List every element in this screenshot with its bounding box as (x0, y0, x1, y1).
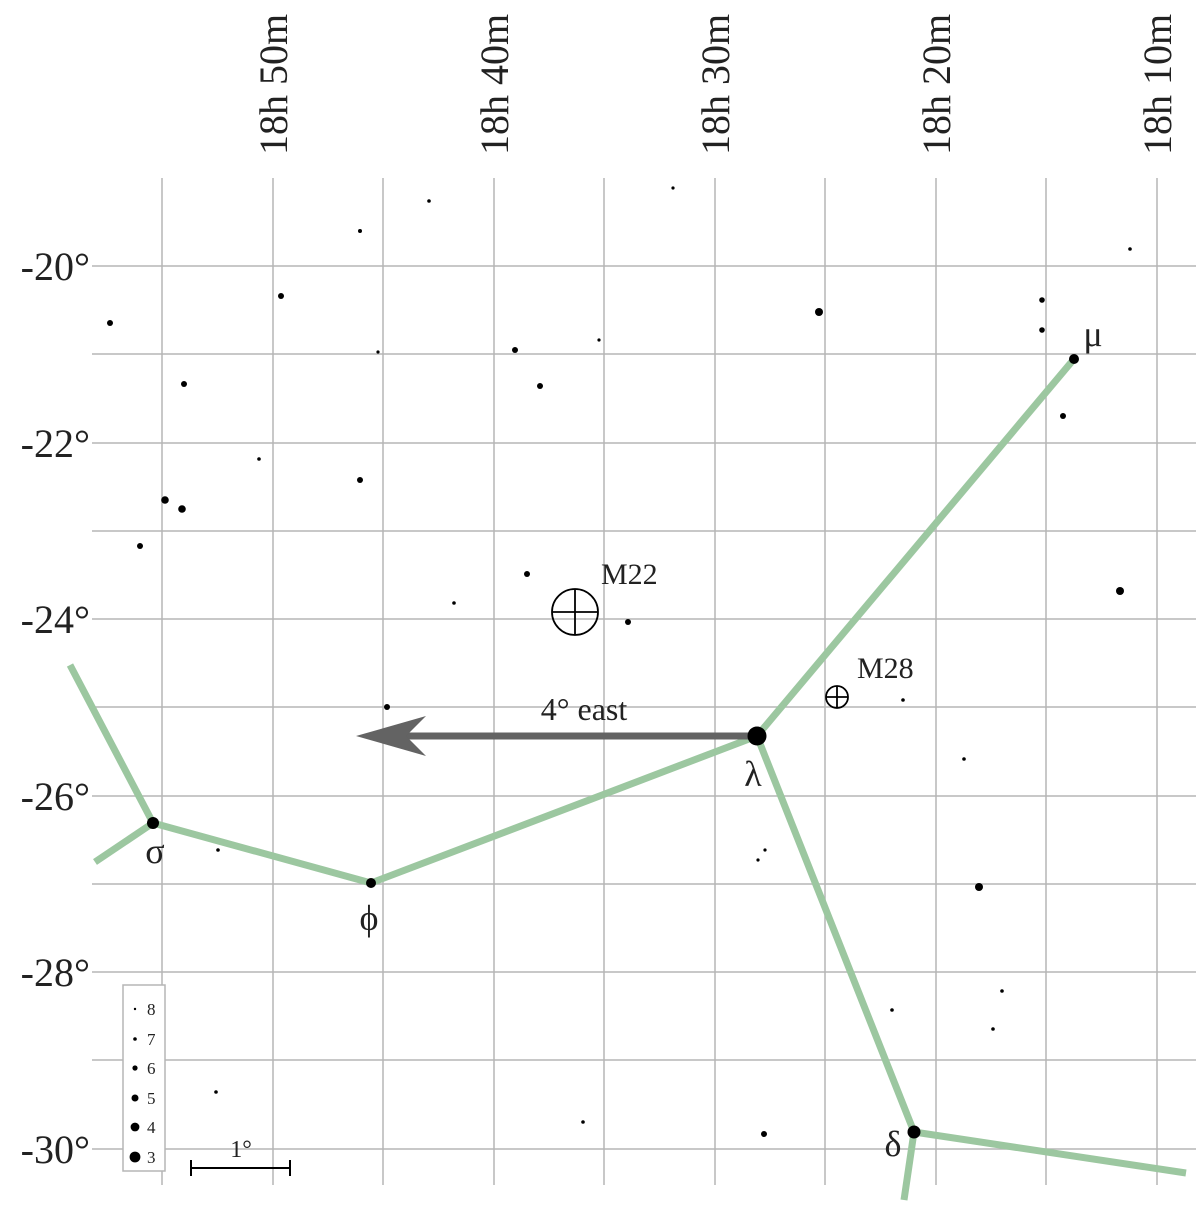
dec-label-minus24: -24° (21, 597, 90, 642)
ra-axis-labels: 18h 50m 18h 40m 18h 30m 18h 20m 18h 10m (251, 14, 1180, 155)
dec-label-minus20: -20° (21, 244, 90, 289)
star-lambda (747, 726, 767, 746)
constellation-line-delta-south (900, 1131, 918, 1201)
star (524, 571, 530, 577)
star (1060, 413, 1066, 419)
star (962, 757, 966, 761)
star (257, 457, 261, 461)
dec-label-minus28: -28° (21, 950, 90, 995)
star (625, 619, 631, 625)
star (991, 1027, 995, 1031)
constellation-line-phi-lambda (369, 732, 759, 887)
dec-label-minus22: -22° (21, 421, 90, 466)
arrow-head (356, 716, 426, 756)
star-sigma (147, 817, 159, 829)
star (358, 229, 362, 233)
constellation-line-lambda-mu (754, 356, 1077, 739)
scale-bar: 1° (190, 1137, 291, 1176)
star-delta (907, 1125, 921, 1139)
hop-arrow: 4° east (356, 691, 752, 756)
legend-box (122, 984, 166, 1172)
star (537, 383, 543, 389)
star (161, 496, 169, 504)
legend-dot-mag4 (130, 1122, 140, 1132)
deep-sky-objects: M22 M28 (551, 558, 914, 709)
object-label-m28: M28 (857, 652, 914, 685)
legend-label-mag8: 8 (147, 1000, 156, 1019)
star (1116, 587, 1124, 595)
star (597, 338, 601, 342)
constellation-line-sigma-west (93, 820, 155, 865)
constellation-line-delta-west (913, 1128, 1187, 1177)
star (1039, 327, 1045, 333)
star (452, 601, 456, 605)
star-label-lambda: λ (744, 754, 762, 794)
star (107, 320, 113, 326)
scale-bar-label: 1° (230, 1137, 252, 1163)
star-label-delta: δ (885, 1124, 902, 1164)
star (756, 858, 760, 862)
constellation-line-sigma-northwest (66, 663, 157, 825)
ra-label-18h20m: 18h 20m (914, 14, 959, 155)
star-label-mu: μ (1083, 314, 1102, 354)
star (901, 698, 905, 702)
field-stars (107, 186, 1132, 1137)
legend-dot-mag3 (129, 1151, 141, 1163)
star (357, 477, 363, 483)
dec-label-minus26: -26° (21, 774, 90, 819)
coordinate-grid (92, 178, 1196, 1185)
legend-dot-mag7 (133, 1037, 137, 1041)
star (581, 1120, 585, 1124)
star (376, 350, 380, 354)
star (427, 199, 431, 203)
legend-label-mag6: 6 (147, 1059, 156, 1078)
star (1039, 297, 1045, 303)
star (1128, 247, 1132, 251)
constellation-lines (66, 356, 1187, 1201)
star-phi (366, 878, 376, 888)
legend-label-mag3: 3 (147, 1148, 156, 1167)
legend-dot-mag8 (133, 1007, 137, 1011)
constellation-line-sigma-phi (152, 819, 372, 887)
star (216, 848, 220, 852)
star (181, 381, 187, 387)
legend-dot-mag5 (131, 1094, 139, 1102)
constellation-line-lambda-delta (753, 734, 918, 1134)
star (815, 308, 823, 316)
star (384, 704, 390, 710)
ra-label-18h50m: 18h 50m (251, 14, 296, 155)
ra-label-18h40m: 18h 40m (472, 14, 517, 155)
star (1000, 989, 1004, 993)
ra-label-18h10m: 18h 10m (1135, 14, 1180, 155)
dec-label-minus30: -30° (21, 1127, 90, 1172)
legend-label-mag7: 7 (147, 1030, 156, 1049)
star-label-sigma: σ (145, 831, 164, 871)
star (763, 848, 767, 852)
star (761, 1131, 767, 1137)
ra-label-18h30m: 18h 30m (693, 14, 738, 155)
star (512, 347, 518, 353)
named-stars: μ λ σ ϕ δ (145, 314, 1102, 1164)
star (975, 883, 983, 891)
legend-dot-mag6 (132, 1065, 138, 1071)
star (178, 505, 186, 513)
star-mu (1069, 354, 1079, 364)
star (214, 1090, 218, 1094)
star-label-phi: ϕ (360, 898, 379, 938)
dec-axis-labels: -20° -22° -24° -26° -28° -30° (21, 244, 90, 1172)
star (137, 543, 143, 549)
magnitude-legend: 8 7 6 5 4 3 (122, 984, 166, 1172)
object-label-m22: M22 (601, 558, 658, 591)
legend-label-mag5: 5 (147, 1089, 156, 1108)
star (278, 293, 284, 299)
arrow-label: 4° east (541, 691, 628, 727)
globular-cluster-icon (551, 588, 599, 636)
star (671, 186, 675, 190)
globular-cluster-icon (825, 685, 849, 709)
star (890, 1008, 894, 1012)
legend-label-mag4: 4 (147, 1118, 156, 1137)
